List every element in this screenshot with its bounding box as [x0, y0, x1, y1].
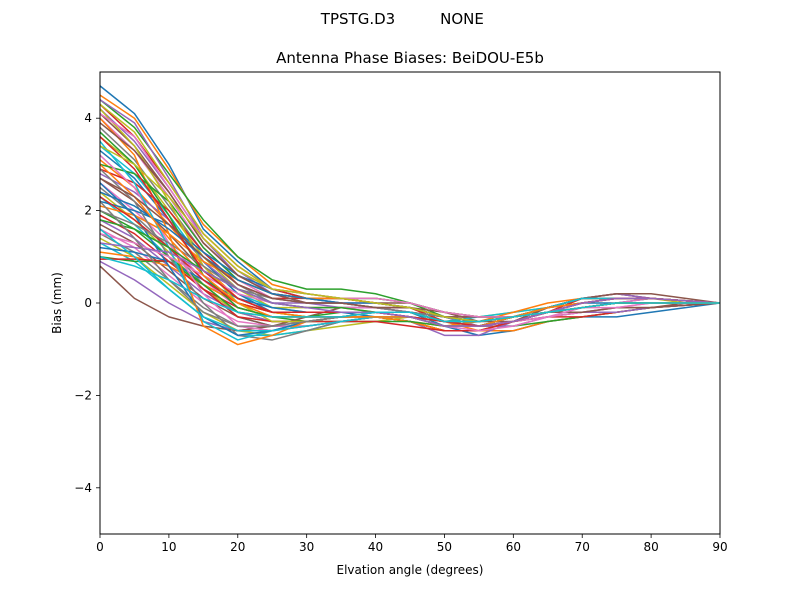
series-line-35 [100, 260, 720, 332]
y-tick-label: 2 [84, 204, 92, 218]
series-line-56 [100, 177, 720, 318]
series-layer [100, 85, 720, 346]
x-tick-label: 40 [368, 540, 383, 554]
y-tick-label: 0 [84, 296, 92, 310]
suptitle-radome: NONE [440, 10, 484, 28]
chart-title: Antenna Phase Biases: BeiDOU-E5b [276, 49, 544, 67]
series-line-55 [100, 242, 720, 327]
series-line-60 [100, 256, 720, 323]
x-tick-label: 50 [437, 540, 452, 554]
x-tick-label: 90 [712, 540, 727, 554]
x-tick-label: 20 [230, 540, 245, 554]
y-axis: −4 −2 0 2 4 [74, 111, 100, 495]
y-tick-label: 4 [84, 111, 92, 125]
y-tick-label: −2 [74, 388, 92, 402]
x-axis: 0 10 20 30 40 50 60 70 80 90 [96, 534, 728, 554]
y-tick-label: −4 [74, 481, 92, 495]
x-tick-label: 70 [575, 540, 590, 554]
x-tick-label: 60 [506, 540, 521, 554]
y-axis-label: Bias (mm) [50, 272, 64, 334]
suptitle-station: TPSTG.D3 [320, 10, 395, 28]
x-tick-label: 80 [643, 540, 658, 554]
x-tick-label: 30 [299, 540, 314, 554]
x-tick-label: 0 [96, 540, 104, 554]
x-axis-label: Elvation angle (degrees) [337, 563, 484, 577]
x-tick-label: 10 [161, 540, 176, 554]
